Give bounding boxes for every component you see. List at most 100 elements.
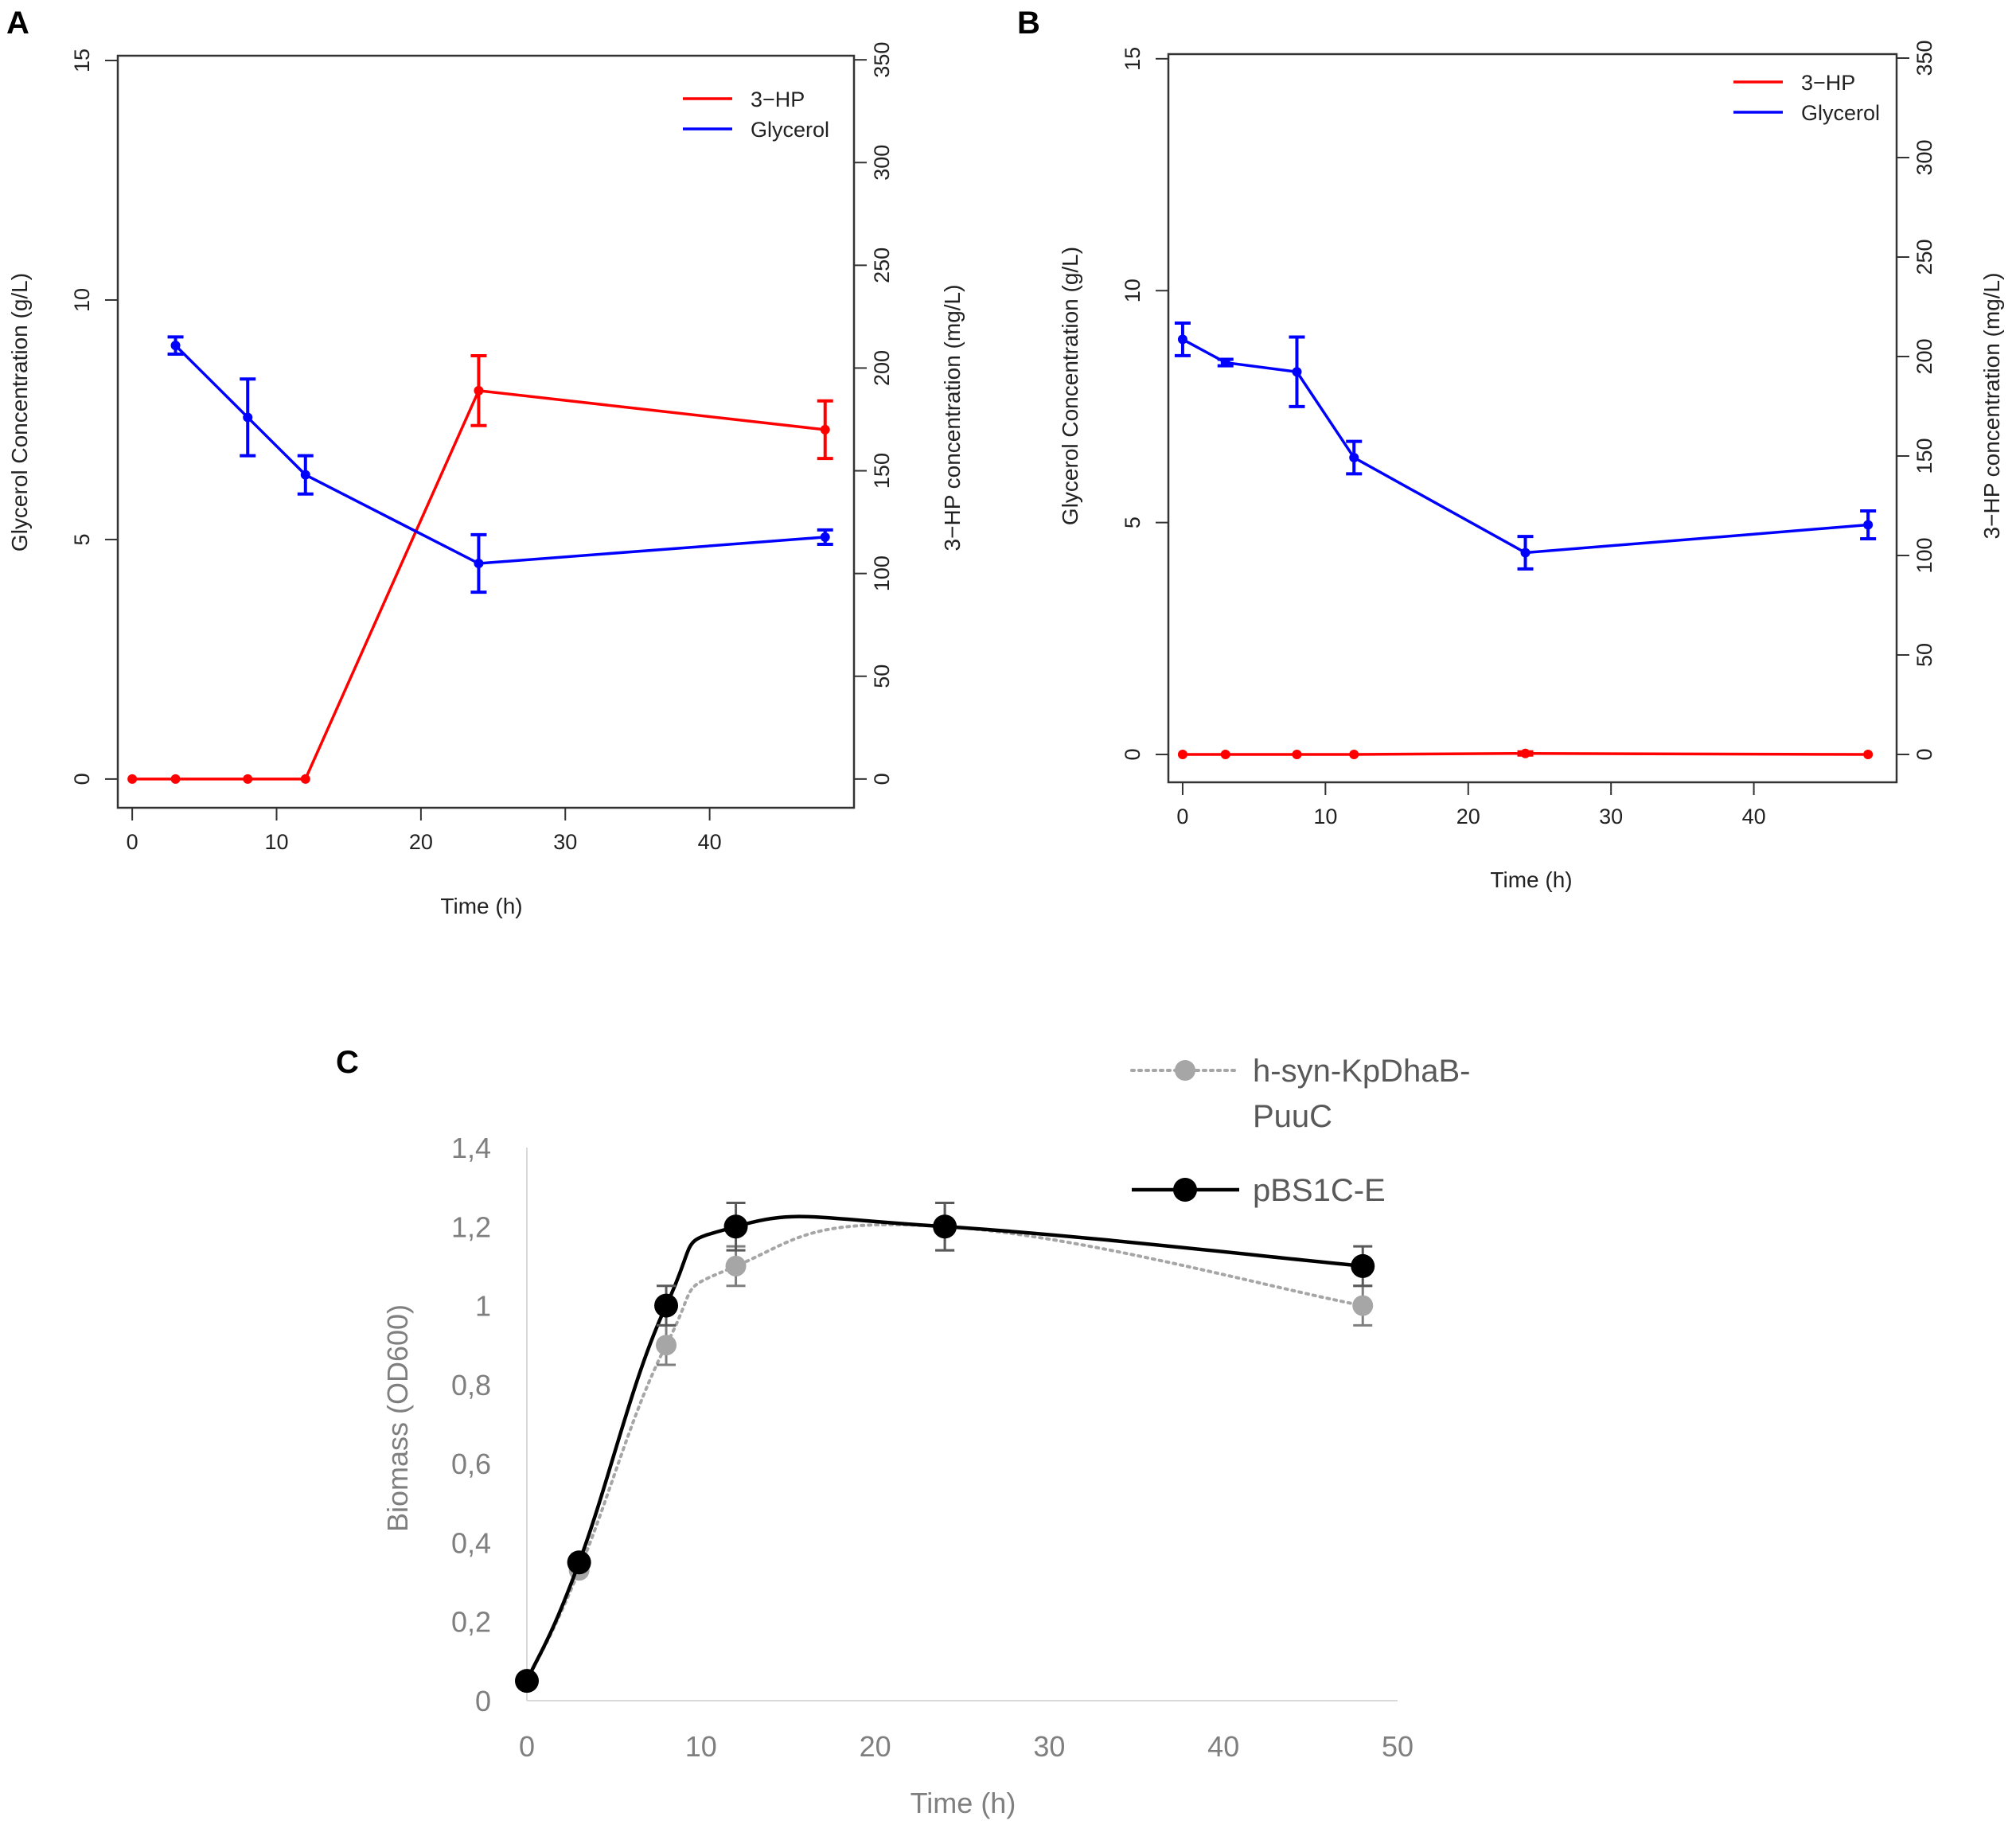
panel-a-x-tick-label: 40 [698,830,722,854]
panel-a-y-tick-label: 0 [70,773,94,785]
panel-a-y-tick-label: 10 [70,288,94,312]
panel-c-series-h-syn-point [725,1255,747,1276]
panel-b-y2-tick-label: 100 [1913,537,1936,573]
panel-c-y-tick-label: 0 [475,1685,491,1717]
panel-a-series-3hp-point [170,774,181,784]
panel-b-series-3hp-point [1177,750,1187,759]
panel-b-y-tick-label: 5 [1121,516,1144,528]
panel-b-plot-frame [1167,53,1898,784]
panel-a-series-3hp-point [127,774,138,784]
panel-b-legend-glycerol-label: Glycerol [1801,101,1880,125]
panel-a-y2-tick-label: 0 [870,773,894,785]
panel-a-y2-tick-label: 150 [870,453,894,489]
panel-b-series-glycerol-point [1292,367,1302,377]
panel-c-x-tick-label: 10 [685,1730,717,1763]
panel-a-x-tick-label: 0 [127,830,138,854]
panel-b-y2-tick-label: 50 [1913,643,1936,667]
panel-c-x-tick-label: 40 [1207,1730,1239,1763]
panel-a-legend-3hp-label: 3−HP [751,88,805,111]
panel-a-ylabel: Glycerol Concentration (g/L) [7,273,32,552]
panel-c-series-pbs1c-line [524,1214,1363,1682]
panel-a-y-tick-label: 15 [70,49,94,72]
panel-a-series-3hp-point [243,774,253,784]
panel-b-y2-tick-label: 250 [1913,239,1936,275]
panel-b-series-glycerol-point [1349,453,1359,463]
panel-b-series-glycerol-point [1220,357,1230,368]
panel-c-y-tick-label: 0,2 [451,1606,491,1639]
panel-b-y-tick-label: 10 [1121,279,1144,302]
panel-b-series-3hp-point [1349,750,1359,759]
panel-c-series-h-syn-line [525,1222,1365,1683]
panel-c-y-tick-label: 1,2 [451,1210,491,1243]
panel-a-series-3hp-point [300,774,310,784]
panel-b-y2-tick-label: 0 [1913,748,1936,760]
panel-a-x-tick-label: 30 [553,830,577,854]
panel-a-y2-tick-label: 100 [870,555,894,591]
panel-b-xlabel: Time (h) [1490,867,1572,892]
panel-b-y2-tick-label: 350 [1913,40,1936,76]
panel-c-legend-h-syn-marker [1175,1060,1195,1081]
panel-b-series-3hp-point [1520,748,1531,758]
panel-b-y2-tick-label: 300 [1913,139,1936,175]
panel-a-letter: A [6,6,29,41]
panel-c-series-pbs1c-point [723,1214,748,1239]
panel-b-series-3hp-point [1220,750,1230,759]
panel-b-series-3hp-point [1292,750,1302,759]
panel-a-y2-tick-label: 200 [870,350,894,386]
panel-a-series-glycerol-point [300,470,310,480]
panel-a-series-glycerol-line [174,344,825,565]
panel-c-series-h-syn-point [656,1335,677,1356]
panel-b-x-tick-label: 20 [1456,805,1480,828]
panel-c-ylabel: Biomass (OD600) [381,1304,414,1532]
panel-c-legend-pbs1c-marker [1173,1178,1197,1202]
panel-c-y-tick-label: 1,4 [451,1132,491,1164]
panel-c-legend-h-syn-label-line1: h-syn-KpDhaB- [1253,1054,1470,1089]
panel-c-y-tick-label: 1 [475,1290,491,1323]
panel-a-plot-frame [116,54,856,809]
panel-b-y2-tick-label: 150 [1913,438,1936,474]
panel-b-ylabel: Glycerol Concentration (g/L) [1058,247,1082,525]
panel-b-series-glycerol-point [1863,520,1874,530]
panel-a-y2-tick-label: 350 [870,42,894,78]
panel-c-series-h-syn-point [1352,1295,1374,1316]
panel-a-x-tick-label: 10 [264,830,288,854]
panel-a-xlabel: Time (h) [440,894,522,918]
panel-a-series-glycerol-point [243,412,253,423]
panel-b-letter: B [1017,6,1040,41]
panel-c-series-pbs1c-point [933,1214,957,1239]
panel-b-y2-tick-label: 200 [1913,338,1936,374]
panel-c-series-pbs1c-point [654,1293,679,1318]
panel-a-y2-tick-label: 50 [870,665,894,688]
panel-b-x-tick-label: 40 [1742,805,1766,828]
panel-c-legend-h-syn-label-line2: PuuC [1253,1099,1332,1134]
panel-a-y2-tick-label: 300 [870,145,894,181]
panel-a-y-tick-label: 5 [70,533,94,545]
panel-c: C 0 0,2 0,4 0,6 0,8 1 1,2 1,4 0 10 20 30 40 50 h-syn-… [336,1045,1470,1819]
panel-a-series-3hp-line [132,388,825,781]
panel-a-y2-tick-label: 250 [870,248,894,283]
panel-c-x-tick-label: 30 [1033,1730,1065,1763]
panel-a-series-glycerol-point [170,341,181,351]
panel-a-series-3hp-point [474,385,484,396]
panel-b-series-glycerol-point [1177,334,1187,345]
panel-c-series-pbs1c-point [1351,1253,1375,1278]
panel-c-letter: C [336,1045,359,1080]
panel-a-series-3hp-point [820,424,830,435]
panel-c-x-tick-label: 50 [1382,1730,1414,1763]
panel-c-series-pbs1c-point [567,1550,591,1575]
panel-b-y-tick-label: 0 [1121,749,1144,761]
panel-b-series-3hp-point [1863,750,1874,759]
panel-a-series-glycerol-point [820,532,830,542]
panel-c-y-tick-label: 0,8 [451,1369,491,1401]
panel-c-y-tick-label: 0,6 [451,1448,491,1480]
panel-c-x-tick-label: 20 [860,1730,891,1763]
panel-b-y-tick-label: 15 [1121,47,1144,71]
panel-b-y2label: 3−HP concentration (mg/L) [1979,273,2004,540]
panel-a-x-tick-label: 20 [409,830,433,854]
panel-a-y2label: 3−HP concentration (mg/L) [940,285,965,552]
panel-c-y-tick-label: 0,4 [451,1526,491,1559]
panel-a-legend-glycerol-label: Glycerol [751,118,829,142]
panel-c-xlabel: Time (h) [911,1787,1016,1819]
